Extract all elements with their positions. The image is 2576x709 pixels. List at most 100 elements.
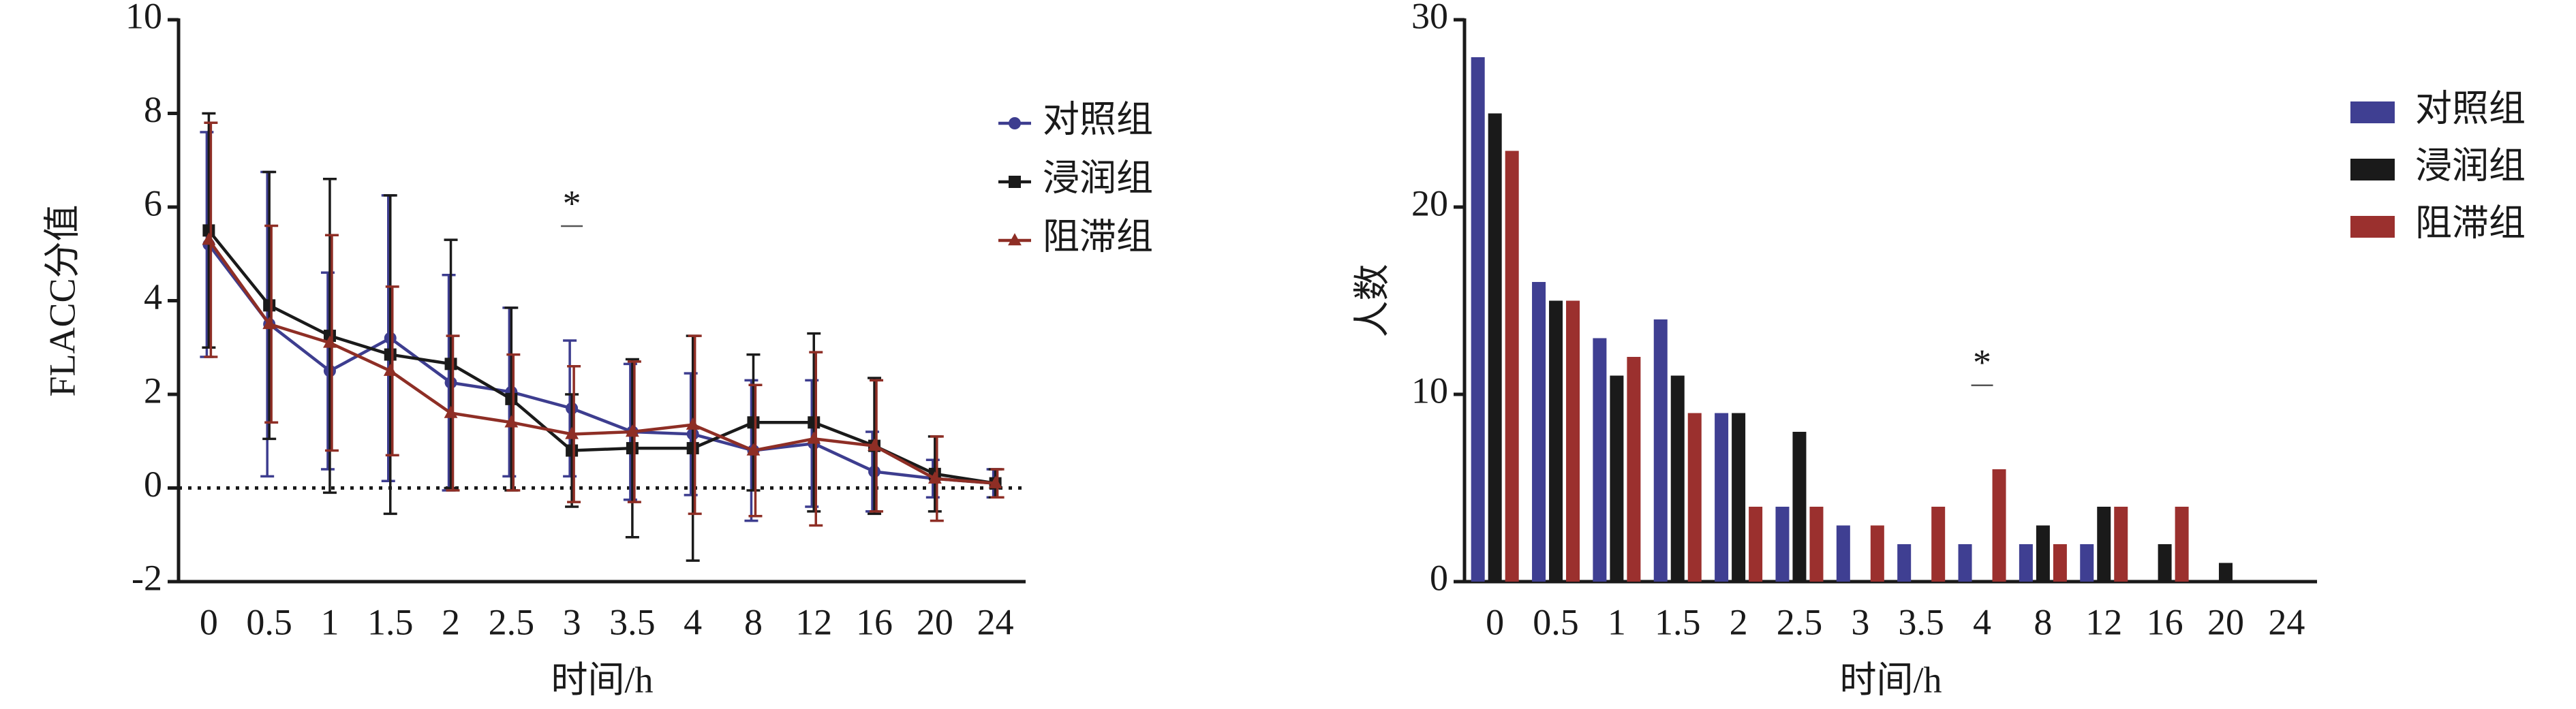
x-tick-label: 24 <box>977 601 1014 642</box>
y-tick-label: 20 <box>1411 183 1448 223</box>
marker <box>384 348 397 361</box>
x-tick-label: 16 <box>2147 601 2183 642</box>
legend-label: 浸润组 <box>2415 145 2526 186</box>
bar <box>1488 113 1502 582</box>
marker <box>625 424 639 437</box>
x-tick-label: 8 <box>744 601 763 642</box>
legend-label: 阻滞组 <box>1043 216 1153 257</box>
legend-label: 阻滞组 <box>2415 202 2526 243</box>
marker <box>262 317 277 330</box>
series-line <box>207 238 996 485</box>
marker <box>505 392 518 405</box>
marker <box>807 431 821 444</box>
x-tick-label: 1 <box>320 601 339 642</box>
x-tick-label: 8 <box>2034 601 2052 642</box>
bar <box>1732 413 1746 582</box>
marker <box>988 475 1002 488</box>
marker <box>1009 117 1021 129</box>
bar <box>1471 57 1485 582</box>
x-tick-label: 2 <box>1730 601 1748 642</box>
bar <box>1593 338 1607 582</box>
annotation: * <box>563 183 581 223</box>
x-tick-label: 2.5 <box>1777 601 1823 642</box>
x-tick-label: 20 <box>917 601 953 642</box>
marker <box>1008 233 1022 246</box>
x-tick-label: 20 <box>2207 601 2244 642</box>
marker <box>868 438 881 451</box>
bar <box>1749 507 1763 582</box>
y-tick-label: 0 <box>144 464 162 505</box>
legend-label: 对照组 <box>2415 88 2526 129</box>
x-tick-label: 24 <box>2268 601 2305 642</box>
marker <box>686 417 700 430</box>
legend-label: 对照组 <box>1043 99 1153 140</box>
x-tick-label: 0.5 <box>246 601 292 642</box>
bar <box>1715 413 1729 582</box>
marker <box>626 442 639 455</box>
bar <box>2218 563 2233 582</box>
y-tick-label: 10 <box>125 0 162 36</box>
y-tick-label: 30 <box>1411 0 1448 36</box>
y-tick-label: 2 <box>144 370 162 411</box>
bar <box>1992 469 2006 582</box>
bar <box>1870 525 1884 582</box>
bar <box>1653 319 1668 582</box>
bar <box>2097 507 2111 582</box>
annotation: * <box>1973 342 1991 383</box>
y-tick-label: 0 <box>1430 557 1448 598</box>
marker <box>686 442 699 455</box>
x-tick-label: 3.5 <box>609 601 656 642</box>
series-line <box>207 229 996 485</box>
x-tick-label: 2.5 <box>489 601 535 642</box>
marker <box>566 444 579 457</box>
x-axis-title: 时间/h <box>551 659 653 700</box>
bar <box>1627 357 1641 582</box>
bar <box>2175 507 2189 582</box>
bar <box>1687 413 1702 582</box>
y-tick-label: 10 <box>1411 370 1448 411</box>
marker <box>444 358 457 371</box>
marker <box>808 416 821 429</box>
x-tick-label: 3 <box>1851 601 1869 642</box>
x-tick-label: 4 <box>1973 601 1991 642</box>
x-tick-label: 0 <box>200 601 218 642</box>
x-tick-label: 16 <box>856 601 893 642</box>
y-axis-title: FLACC分值 <box>42 204 82 396</box>
x-tick-label: 12 <box>2085 601 2122 642</box>
marker <box>323 335 337 348</box>
x-axis-title: 时间/h <box>1839 659 1942 700</box>
bar <box>1792 432 1807 582</box>
x-tick-label: 1.5 <box>1655 601 1701 642</box>
y-tick-label: -2 <box>132 557 162 598</box>
x-tick-label: 1 <box>1608 601 1626 642</box>
legend-swatch <box>2350 101 2395 123</box>
marker <box>383 363 397 376</box>
x-tick-label: 1.5 <box>367 601 414 642</box>
series-line <box>207 243 996 485</box>
marker <box>747 416 760 429</box>
bar <box>1549 300 1563 582</box>
legend-swatch <box>2350 216 2395 238</box>
bar <box>1532 282 1546 582</box>
bar <box>1670 375 1685 582</box>
marker <box>202 232 216 245</box>
x-tick-label: 0.5 <box>1533 601 1579 642</box>
legend-label: 浸润组 <box>1043 157 1153 198</box>
y-tick-label: 6 <box>144 183 162 223</box>
marker <box>927 471 942 484</box>
bar <box>2114 507 2128 582</box>
bar <box>1505 151 1519 582</box>
marker <box>746 443 761 456</box>
bar <box>2019 544 2033 582</box>
x-tick-label: 3 <box>563 601 581 642</box>
x-tick-label: 12 <box>795 601 832 642</box>
marker <box>444 405 458 418</box>
marker <box>263 299 276 312</box>
marker <box>1009 176 1021 188</box>
x-tick-label: 0 <box>1486 601 1504 642</box>
bar <box>2080 544 2094 582</box>
bar <box>1809 507 1824 582</box>
bar <box>2036 525 2050 582</box>
bar <box>1897 544 1912 582</box>
